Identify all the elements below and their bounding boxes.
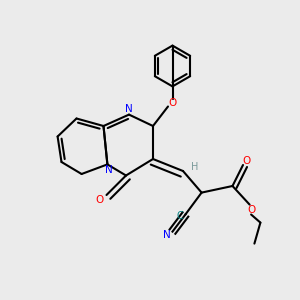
- Text: C: C: [177, 211, 183, 221]
- Text: O: O: [242, 156, 250, 167]
- Text: N: N: [105, 165, 113, 176]
- Text: O: O: [168, 98, 177, 108]
- Text: H: H: [190, 162, 198, 172]
- Text: N: N: [163, 230, 170, 240]
- Text: O: O: [96, 195, 104, 206]
- Text: N: N: [125, 104, 133, 114]
- Text: O: O: [247, 205, 255, 215]
